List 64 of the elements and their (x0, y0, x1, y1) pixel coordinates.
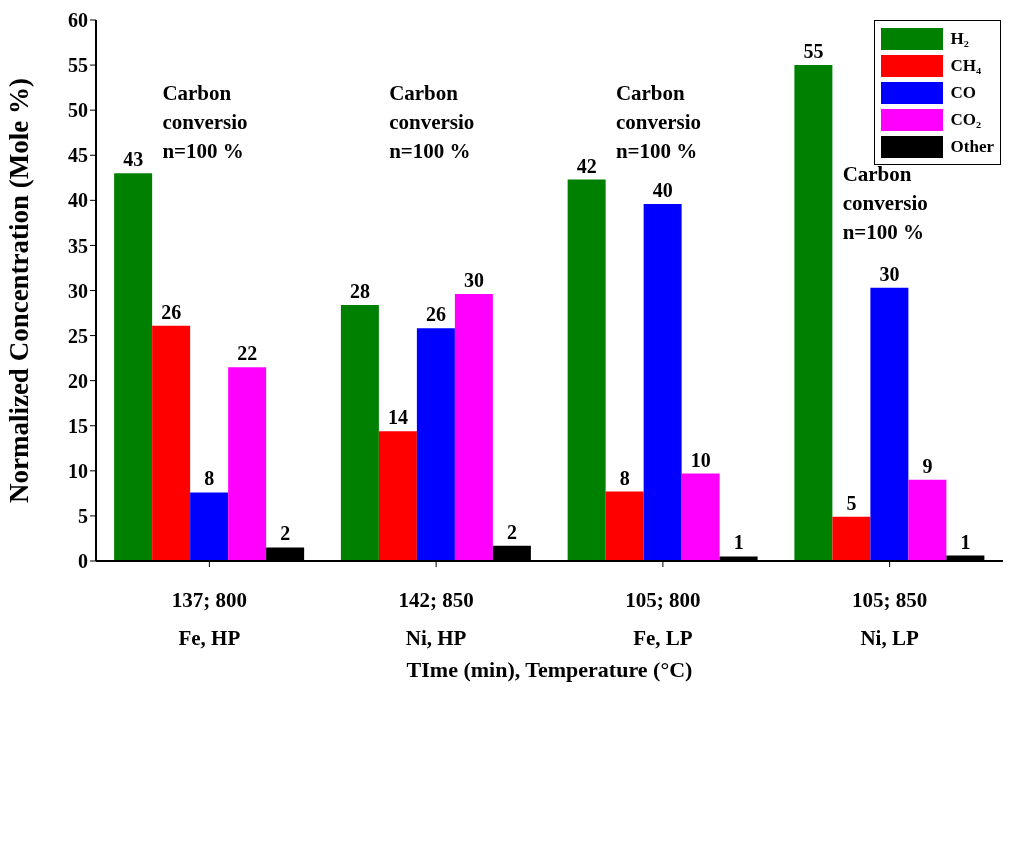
data-label: 9 (922, 454, 933, 477)
x-tick-label: 105; 800 Fe, LP (625, 588, 701, 650)
bar (340, 304, 379, 561)
x-tick-label: 137; 800 Fe, HP (171, 588, 247, 650)
legend-label: CH₄ (950, 55, 982, 76)
bar (794, 65, 833, 561)
bar (567, 179, 606, 561)
bar (832, 516, 871, 561)
y-tick-label: 10 (68, 459, 88, 482)
y-axis-title: Normalized Concentration (Mole %) (3, 77, 34, 504)
annotation: Carbon conversion=100 % (842, 160, 929, 246)
bar (605, 491, 644, 561)
y-tick-label: 55 (68, 54, 88, 77)
annotation: Carbon conversion=100 % (615, 80, 703, 166)
bar (416, 328, 455, 561)
data-label: 30 (879, 262, 900, 285)
data-label: 10 (690, 448, 711, 471)
bar (228, 367, 267, 561)
y-tick-label: 15 (68, 414, 88, 437)
data-label: 1 (733, 531, 744, 554)
bar (643, 203, 682, 561)
data-label: 30 (463, 269, 484, 292)
bar (190, 492, 229, 561)
bar (681, 473, 720, 561)
bar (870, 287, 909, 561)
data-label: 22 (237, 342, 258, 365)
y-tick-label: 45 (68, 144, 88, 167)
data-label: 42 (576, 154, 597, 177)
x-tick-label: 105; 850 Ni, LP (852, 588, 928, 650)
data-label: 5 (846, 491, 857, 514)
data-label: 14 (387, 406, 408, 429)
data-label: 8 (204, 467, 215, 490)
data-label: 55 (803, 40, 824, 63)
legend-label: CO₂ (950, 109, 982, 130)
x-tick-label: 142; 850 Ni, HP (398, 588, 474, 650)
y-tick-label: 35 (68, 234, 88, 257)
bar (454, 294, 493, 561)
y-tick-label: 40 (68, 189, 88, 212)
data-label: 43 (123, 148, 144, 171)
bar (114, 173, 153, 561)
data-label: 2 (506, 520, 517, 543)
bar (152, 325, 191, 561)
y-tick-label: 0 (78, 550, 88, 573)
legend-label: CO (950, 82, 977, 103)
data-label: 26 (425, 303, 446, 326)
legend-label: H₂ (950, 28, 969, 49)
data-label: 1 (960, 530, 971, 553)
y-tick-label: 60 (68, 9, 88, 32)
y-tick-label: 20 (68, 369, 88, 392)
data-label: 8 (619, 466, 630, 489)
y-tick-label: 50 (68, 99, 88, 122)
annotation: Carbon conversion=100 % (389, 80, 476, 166)
data-label: 28 (349, 279, 370, 302)
x-axis-title: TIme (min), Temperature (°C) (406, 657, 693, 682)
data-label: 26 (161, 300, 182, 323)
bar (908, 479, 947, 561)
y-tick-label: 5 (78, 505, 88, 528)
bar (378, 431, 417, 561)
legend-label: Other (950, 136, 994, 157)
y-tick-label: 30 (68, 279, 88, 302)
y-tick-label: 25 (68, 324, 88, 347)
annotation: Carbon conversion=100 % (162, 80, 249, 166)
data-label: 2 (280, 522, 291, 545)
data-label: 40 (652, 178, 673, 201)
